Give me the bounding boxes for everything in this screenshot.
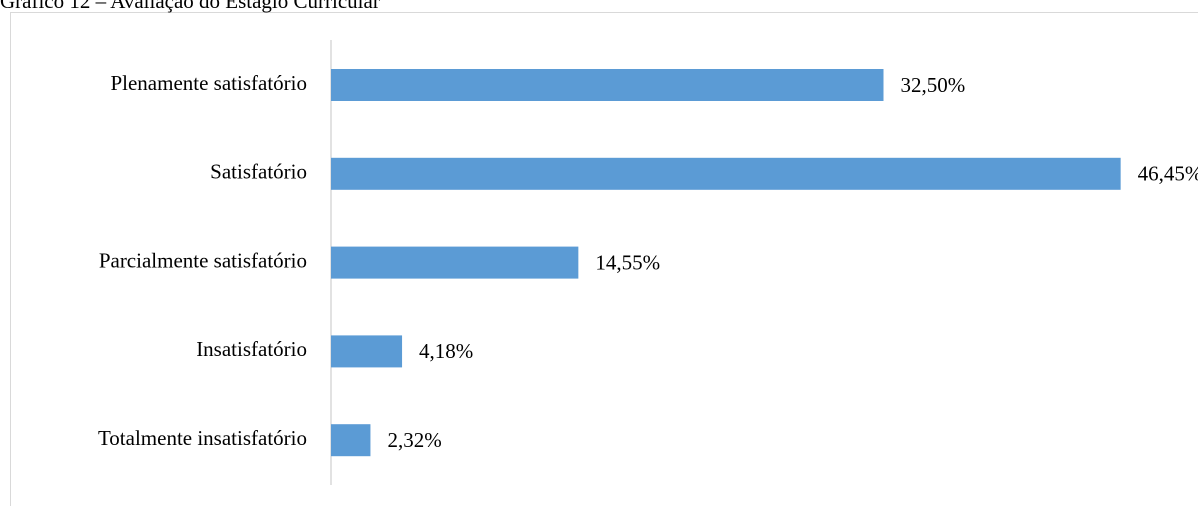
category-label: Parcialmente satisfatório bbox=[99, 248, 307, 272]
data-label: 4,18% bbox=[419, 339, 473, 363]
category-label: Totalmente insatisfatório bbox=[98, 426, 307, 450]
chart-title: Gráfico 12 – Avaliação do Estágio Curric… bbox=[0, 0, 380, 13]
category-label: Plenamente satisfatório bbox=[110, 71, 307, 95]
category-label: Insatisfatório bbox=[196, 337, 307, 361]
bar bbox=[331, 69, 884, 101]
category-label: Satisfatório bbox=[210, 160, 307, 184]
chart-frame bbox=[10, 12, 1198, 506]
bar bbox=[331, 424, 371, 457]
data-label: 46,45% bbox=[1138, 162, 1198, 186]
bar bbox=[331, 246, 579, 279]
bar bbox=[331, 335, 403, 368]
data-label: 14,55% bbox=[595, 250, 660, 274]
data-label: 2,32% bbox=[387, 428, 441, 452]
bar bbox=[331, 157, 1121, 190]
data-label: 32,50% bbox=[901, 73, 966, 97]
